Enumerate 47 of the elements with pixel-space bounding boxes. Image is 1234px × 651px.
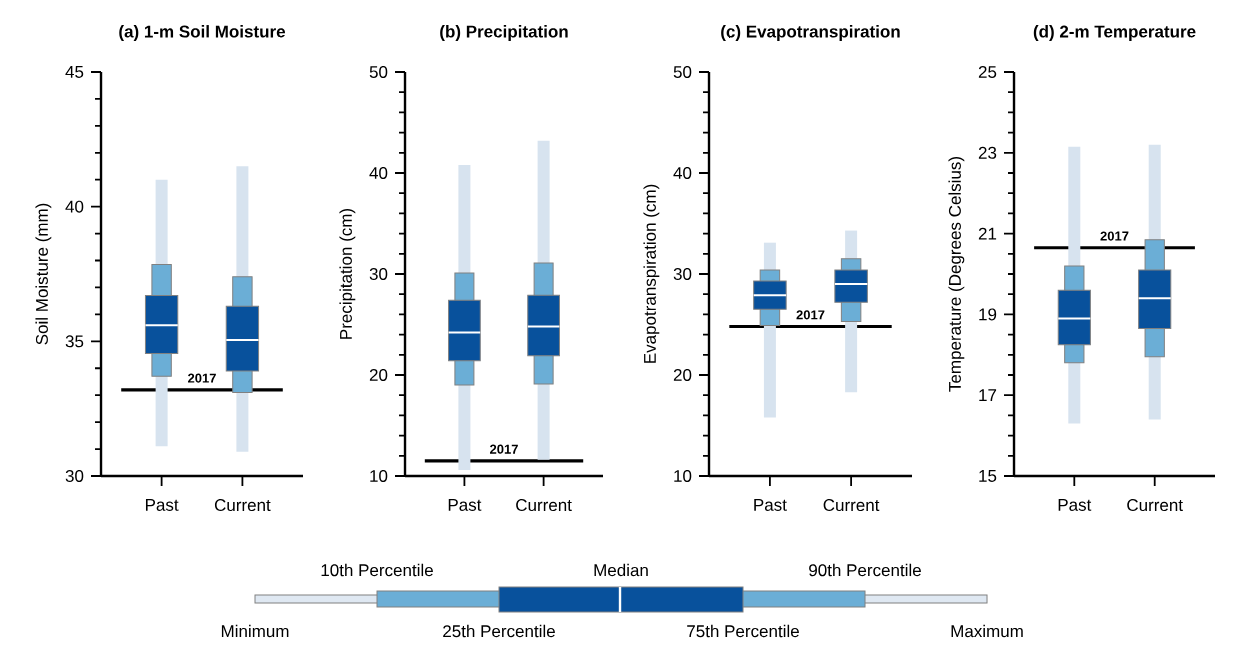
y-tick-label: 15 xyxy=(979,470,997,482)
text: 90th Percentile xyxy=(809,563,921,577)
x-tick-label: Past xyxy=(145,499,179,511)
annotation: 2017 xyxy=(187,373,216,383)
y-tick-label: 23 xyxy=(978,146,997,159)
x-tick-label: Current xyxy=(516,499,572,512)
y-tick-label: 30 xyxy=(65,469,84,482)
y-tick-label: 25 xyxy=(978,65,997,78)
y-tick-label: 45 xyxy=(65,66,84,78)
text: 25th Percentile xyxy=(443,624,555,638)
y-axis-title: Soil Moisture (mm) xyxy=(35,203,52,345)
y-tick-label: 10 xyxy=(674,469,692,482)
text: 10th Percentile xyxy=(321,563,433,577)
y-tick-label: 40 xyxy=(65,200,84,213)
annotation: 2017 xyxy=(796,310,825,320)
y-tick-label: 10 xyxy=(370,469,388,482)
chart-title: (b) Precipitation xyxy=(440,25,568,41)
y-tick-label: 19 xyxy=(979,308,997,321)
x-tick-label: Current xyxy=(823,499,880,512)
annotation: 2017 xyxy=(489,444,518,454)
y-tick-label: 30 xyxy=(673,267,692,280)
y-tick-label: 21 xyxy=(978,227,997,240)
y-tick-label: 35 xyxy=(65,335,84,348)
y-tick-label: 17 xyxy=(979,389,997,402)
chart-title: (c) Evapotranspiration xyxy=(721,25,900,41)
y-tick-label: 20 xyxy=(369,368,388,381)
y-axis-title: Temperature (Degrees Celsius) xyxy=(948,156,965,392)
chart-title: (a) 1-m Soil Moisture xyxy=(119,25,286,41)
y-tick-label: 50 xyxy=(369,65,388,78)
x-tick-label: Current xyxy=(214,499,271,512)
y-axis-title: Precipitation (cm) xyxy=(339,208,356,339)
x-tick-label: Past xyxy=(754,499,787,511)
y-tick-label: 20 xyxy=(673,368,692,381)
text: Maximum xyxy=(951,624,1023,638)
text: 75th Percentile xyxy=(687,624,799,638)
x-tick-label: Past xyxy=(1058,499,1092,511)
y-tick-label: 30 xyxy=(369,267,388,280)
text: Minimum xyxy=(221,624,289,638)
annotation: 2017 xyxy=(1100,231,1129,241)
chart-title: (d) 2-m Temperature xyxy=(1033,25,1196,41)
y-tick-label: 40 xyxy=(673,166,692,179)
y-tick-label: 40 xyxy=(369,166,388,179)
y-axis-title: Evapotranspiration (cm) xyxy=(643,184,660,363)
x-tick-label: Past xyxy=(448,499,482,511)
x-tick-label: Current xyxy=(1127,499,1183,512)
text: Median xyxy=(594,563,648,577)
y-tick-label: 50 xyxy=(673,65,692,78)
